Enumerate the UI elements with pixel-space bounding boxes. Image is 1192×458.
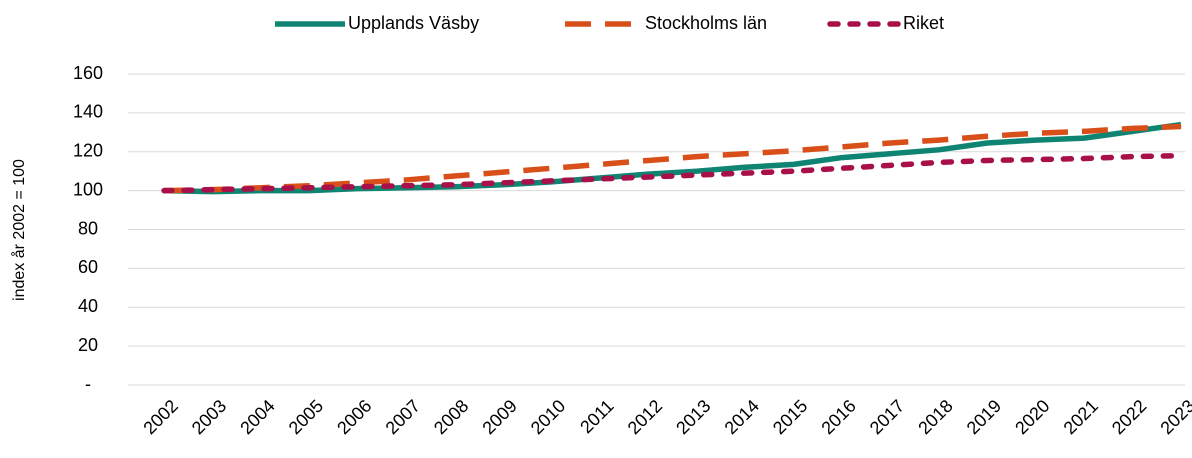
series-line bbox=[163, 121, 1182, 195]
x-tick-label: 2011 bbox=[576, 396, 618, 438]
x-tick-label: 2002 bbox=[139, 396, 181, 438]
series-line bbox=[161, 152, 1184, 194]
x-tick-label: 2004 bbox=[236, 396, 278, 438]
y-tick-label: 100 bbox=[73, 179, 103, 199]
y-tick-label: 140 bbox=[73, 102, 103, 122]
x-tick-label: 2014 bbox=[721, 396, 763, 438]
x-tick-label: 2013 bbox=[672, 396, 714, 438]
x-tick-label: 2007 bbox=[382, 396, 424, 438]
x-tick-label: 2006 bbox=[333, 396, 375, 438]
x-tick-label: 2019 bbox=[963, 396, 1005, 438]
y-tick-label: - bbox=[85, 374, 91, 394]
x-tick-label: 2003 bbox=[188, 396, 230, 438]
x-tick-label: 2015 bbox=[769, 396, 811, 438]
y-tick-label: 120 bbox=[73, 141, 103, 161]
x-tick-label: 2005 bbox=[285, 396, 327, 438]
legend-label: Upplands Väsby bbox=[348, 13, 479, 33]
x-tick-label: 2010 bbox=[527, 396, 569, 438]
x-tick-label: 2021 bbox=[1060, 396, 1102, 438]
y-tick-label: 160 bbox=[73, 63, 103, 83]
y-tick-label: 40 bbox=[78, 296, 98, 316]
series-line bbox=[163, 123, 1182, 194]
legend-label: Stockholms län bbox=[645, 13, 767, 33]
x-tick-label: 2020 bbox=[1011, 396, 1053, 438]
x-tick-label: 2016 bbox=[817, 396, 859, 438]
y-tick-label: 60 bbox=[78, 257, 98, 277]
legend-label: Riket bbox=[903, 13, 944, 33]
y-tick-label: 20 bbox=[78, 335, 98, 355]
x-tick-label: 2009 bbox=[478, 396, 520, 438]
x-tick-label: 2012 bbox=[624, 396, 666, 438]
y-axis-label: index år 2002 = 100 bbox=[10, 159, 28, 301]
y-tick-label: 80 bbox=[78, 218, 98, 238]
x-tick-label: 2023 bbox=[1156, 396, 1192, 438]
x-tick-label: 2008 bbox=[430, 396, 472, 438]
x-tick-label: 2017 bbox=[866, 396, 908, 438]
x-tick-label: 2022 bbox=[1108, 396, 1150, 438]
x-tick-label: 2018 bbox=[914, 396, 956, 438]
